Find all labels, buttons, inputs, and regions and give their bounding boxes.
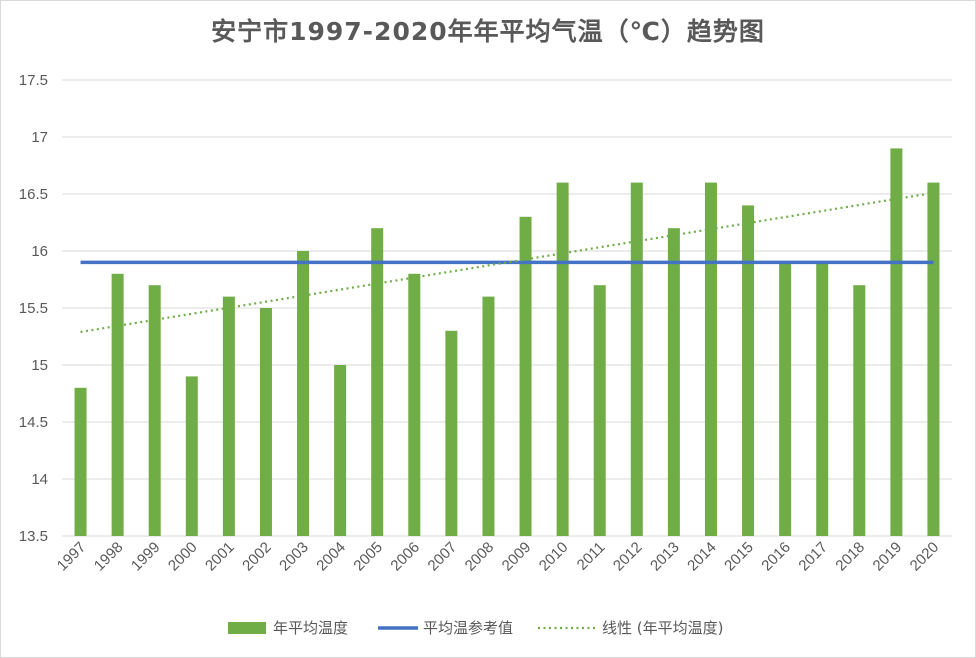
x-tick-label: 1998 bbox=[91, 539, 127, 575]
x-tick-label: 2017 bbox=[795, 539, 831, 575]
bar-2018 bbox=[853, 285, 866, 536]
bar-2002 bbox=[259, 308, 272, 536]
bar-2003 bbox=[297, 251, 310, 536]
x-tick-label: 2018 bbox=[832, 539, 868, 575]
bar-2011 bbox=[593, 285, 606, 536]
bar-2016 bbox=[779, 262, 792, 536]
x-tick-label: 2006 bbox=[387, 539, 423, 575]
legend-label-bar: 年平均温度 bbox=[273, 619, 348, 637]
trend-line bbox=[80, 191, 934, 334]
x-tick-label: 1999 bbox=[128, 539, 164, 575]
x-tick-label: 2011 bbox=[574, 539, 609, 574]
bar-2012 bbox=[630, 182, 643, 536]
x-tick-label: 2016 bbox=[758, 539, 794, 575]
x-tick-label: 2008 bbox=[462, 539, 498, 575]
x-tick-label: 2002 bbox=[239, 539, 275, 575]
x-tick-label: 2000 bbox=[165, 539, 201, 575]
chart-title: 安宁市1997-2020年年平均气温（℃）趋势图 bbox=[211, 17, 765, 46]
x-tick-label: 2019 bbox=[870, 539, 906, 575]
bar-2013 bbox=[667, 228, 680, 536]
bar-2014 bbox=[704, 182, 717, 536]
y-tick-label: 15 bbox=[31, 357, 48, 374]
bar-2017 bbox=[816, 262, 829, 536]
bar-2000 bbox=[185, 376, 198, 536]
bar-2005 bbox=[371, 228, 384, 536]
y-tick-label: 15.5 bbox=[19, 300, 48, 317]
legend-label-reference: 平均温参考值 bbox=[423, 619, 513, 637]
y-tick-label: 13.5 bbox=[19, 528, 48, 545]
x-tick-label: 2007 bbox=[425, 539, 461, 575]
bar-2001 bbox=[222, 296, 235, 536]
bar-1999 bbox=[148, 285, 161, 536]
x-tick-label: 2012 bbox=[610, 539, 646, 575]
legend-label-trend: 线性 (年平均温度) bbox=[602, 619, 723, 637]
bar-2015 bbox=[742, 205, 755, 536]
y-tick-label: 17.5 bbox=[19, 72, 48, 89]
y-tick-label: 16 bbox=[31, 243, 48, 260]
bar-1997 bbox=[74, 387, 87, 536]
legend-bar-swatch bbox=[228, 622, 266, 634]
bar-2007 bbox=[445, 330, 458, 536]
bar-2004 bbox=[334, 365, 347, 536]
x-tick-label: 2020 bbox=[907, 539, 943, 575]
bar-2010 bbox=[556, 182, 569, 536]
bar-2008 bbox=[482, 296, 495, 536]
x-tick-label: 2015 bbox=[721, 539, 757, 575]
x-tick-label: 2001 bbox=[202, 539, 238, 575]
y-tick-label: 14.5 bbox=[19, 414, 48, 431]
bar-2006 bbox=[408, 273, 421, 536]
x-tick-label: 2009 bbox=[499, 539, 535, 575]
bar-1998 bbox=[111, 273, 124, 536]
bar-2020 bbox=[927, 182, 940, 536]
bar-2009 bbox=[519, 216, 532, 537]
x-tick-label: 2014 bbox=[684, 539, 720, 575]
x-tick-label: 2013 bbox=[647, 539, 683, 575]
y-tick-label: 14 bbox=[31, 471, 48, 488]
x-tick-label: 1997 bbox=[54, 539, 90, 575]
x-tick-label: 2005 bbox=[350, 539, 386, 575]
y-tick-label: 17 bbox=[31, 129, 48, 146]
y-tick-label: 16.5 bbox=[19, 186, 48, 203]
x-tick-label: 2003 bbox=[276, 539, 312, 575]
x-tick-label: 2004 bbox=[313, 539, 349, 575]
bar-2019 bbox=[890, 148, 903, 536]
x-tick-label: 2010 bbox=[536, 539, 572, 575]
